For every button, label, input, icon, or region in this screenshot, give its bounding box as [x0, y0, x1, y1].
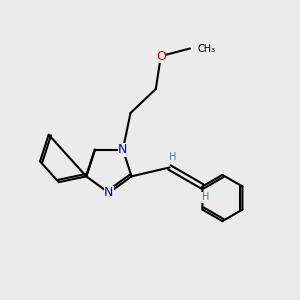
Text: O: O — [156, 50, 166, 63]
Text: H: H — [202, 192, 209, 202]
Text: N: N — [104, 186, 114, 199]
Text: N: N — [118, 143, 128, 156]
Text: H: H — [169, 152, 176, 162]
Text: CH₃: CH₃ — [197, 44, 216, 53]
